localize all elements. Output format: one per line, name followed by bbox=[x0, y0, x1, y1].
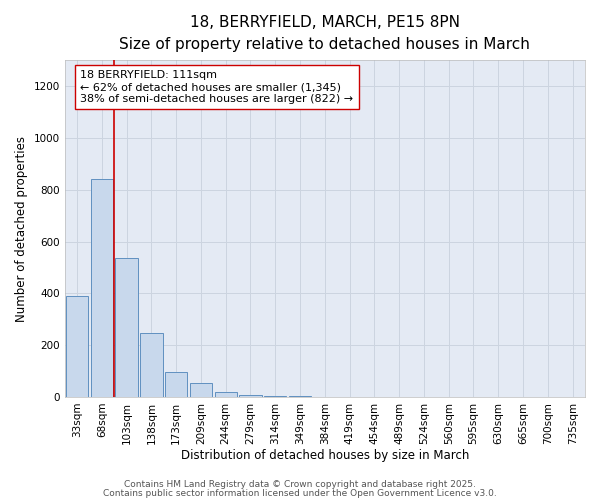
Bar bbox=[91, 180, 113, 397]
Text: Contains HM Land Registry data © Crown copyright and database right 2025.: Contains HM Land Registry data © Crown c… bbox=[124, 480, 476, 489]
Bar bbox=[239, 395, 262, 397]
Bar bbox=[115, 258, 138, 397]
Title: 18, BERRYFIELD, MARCH, PE15 8PN
Size of property relative to detached houses in : 18, BERRYFIELD, MARCH, PE15 8PN Size of … bbox=[119, 15, 530, 52]
Y-axis label: Number of detached properties: Number of detached properties bbox=[15, 136, 28, 322]
Text: 18 BERRYFIELD: 111sqm
← 62% of detached houses are smaller (1,345)
38% of semi-d: 18 BERRYFIELD: 111sqm ← 62% of detached … bbox=[80, 70, 353, 104]
Bar bbox=[289, 396, 311, 397]
X-axis label: Distribution of detached houses by size in March: Distribution of detached houses by size … bbox=[181, 450, 469, 462]
Text: Contains public sector information licensed under the Open Government Licence v3: Contains public sector information licen… bbox=[103, 488, 497, 498]
Bar bbox=[66, 296, 88, 397]
Bar bbox=[165, 372, 187, 397]
Bar bbox=[264, 396, 286, 397]
Bar bbox=[215, 392, 237, 397]
Bar bbox=[190, 384, 212, 397]
Bar bbox=[140, 332, 163, 397]
